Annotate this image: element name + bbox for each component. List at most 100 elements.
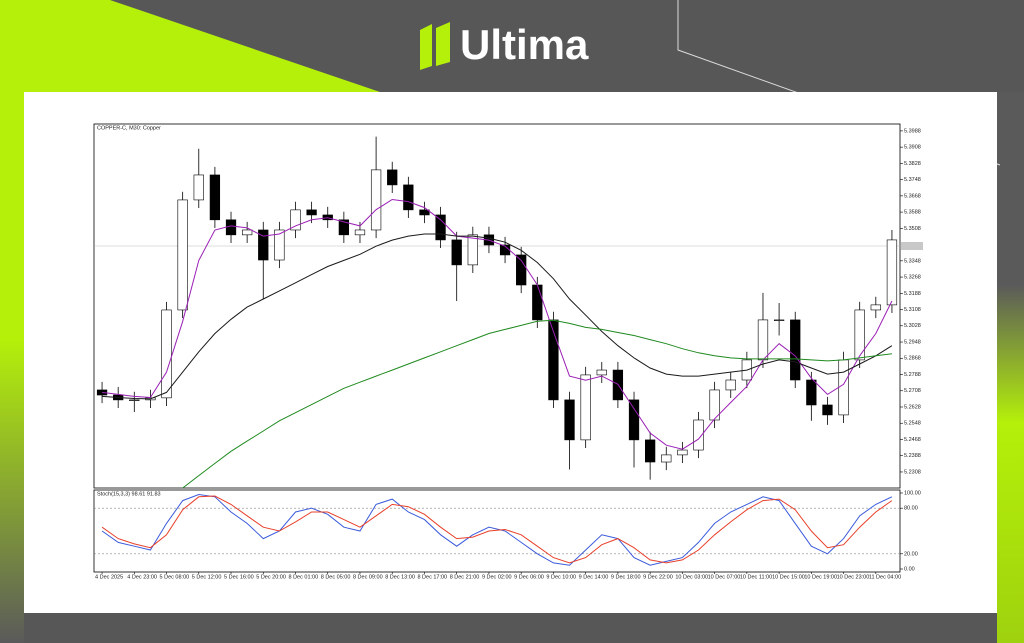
moving-average (182, 319, 892, 489)
candle-body (516, 254, 527, 286)
x-tick-label: 10 Dec 23:00 (837, 574, 870, 580)
candle-body (709, 389, 720, 421)
moving-average (102, 233, 893, 400)
candle-body (564, 399, 575, 441)
candle-body (838, 359, 849, 416)
candle-body (354, 229, 366, 236)
indicator-frame (93, 489, 901, 573)
candle-body (242, 229, 253, 236)
x-tick-label: 8 Dec 21:00 (450, 574, 480, 580)
x-tick-label: 9 Dec 18:00 (611, 574, 641, 580)
x-tick-label: 5 Dec 08:00 (160, 574, 190, 580)
x-tick-label: 5 Dec 16:00 (224, 574, 254, 580)
candle-body (773, 319, 785, 322)
left-accent (0, 92, 24, 643)
candle-body (338, 219, 349, 236)
y-tick-label: 5.3108 (904, 307, 921, 313)
candle-body (419, 209, 430, 216)
candle-body (532, 284, 543, 321)
logo-mark (436, 22, 450, 66)
candle-body (370, 169, 382, 231)
y-tick-label: 5.2708 (904, 388, 921, 394)
x-tick-label: 9 Dec 22:00 (643, 574, 673, 580)
candle-body (451, 239, 462, 266)
y-tick-label: 5.2308 (904, 469, 921, 475)
candle-body (628, 399, 640, 441)
y-tick-label: 5.2868 (904, 356, 921, 362)
candle-body (854, 309, 865, 361)
y-tick-label: 5.3828 (904, 161, 921, 167)
indicator-tick-label: 0.00 (904, 566, 915, 572)
x-tick-label: 9 Dec 10:00 (546, 574, 576, 580)
y-tick-label: 5.3508 (904, 226, 921, 232)
x-tick-label: 8 Dec 17:00 (417, 574, 447, 580)
candle-body (467, 234, 478, 266)
x-tick-label: 4 Dec 23:00 (127, 574, 157, 580)
y-tick-label: 5.3028 (904, 323, 921, 329)
y-tick-label: 5.3668 (904, 193, 921, 199)
candle-body (822, 404, 833, 416)
x-tick-label: 9 Dec 02:00 (482, 574, 512, 580)
top-accent (0, 0, 380, 92)
y-tick-label: 5.3268 (904, 275, 921, 281)
candle-body (274, 229, 285, 261)
x-tick-label: 5 Dec 12:00 (192, 574, 222, 580)
chart-title: COPPER-C, M30: Copper (97, 125, 161, 131)
y-tick-label: 5.3188 (904, 291, 921, 297)
y-tick-label: 5.2468 (904, 437, 921, 443)
candle-body (757, 319, 769, 361)
candle-body (161, 309, 172, 399)
x-tick-label: 9 Dec 06:00 (514, 574, 544, 580)
indicator-title: Stoch(15,3,3) 98.61 91.83 (97, 491, 161, 497)
candle-body (258, 229, 269, 261)
x-tick-label: 9 Dec 14:00 (579, 574, 609, 580)
candle-body (435, 214, 446, 241)
candle-body (306, 209, 317, 216)
last-price-box (901, 242, 923, 251)
x-tick-label: 8 Dec 13:00 (385, 574, 415, 580)
y-tick-label: 5.2548 (904, 421, 921, 427)
candle-body (790, 319, 801, 381)
x-tick-label: 10 Dec 03:00 (675, 574, 708, 580)
logo-text: Ultima (460, 21, 589, 68)
right-accent (997, 92, 1024, 643)
candle-body (645, 439, 656, 463)
x-tick-label: 8 Dec 01:00 (289, 574, 319, 580)
candle-body (580, 374, 591, 441)
candle-body (677, 449, 688, 456)
x-tick-label: 11 Dec 04:00 (869, 574, 901, 580)
y-tick-label: 5.3908 (904, 145, 921, 151)
y-tick-label: 5.3348 (904, 258, 921, 264)
candle-body (225, 219, 237, 236)
y-tick-label: 5.3748 (904, 177, 921, 183)
x-tick-label: 10 Dec 15:00 (772, 574, 805, 580)
y-tick-label: 5.2948 (904, 339, 921, 345)
moving-average (102, 198, 893, 450)
candle-body (870, 304, 881, 311)
candle-body (661, 454, 672, 463)
indicator-tick-label: 20.00 (904, 551, 918, 557)
candle-body (403, 184, 414, 211)
candle-body (193, 174, 204, 201)
stochastic-line (101, 495, 893, 564)
y-tick-label: 5.2388 (904, 453, 921, 459)
stochastic-line (101, 493, 893, 566)
candle-body (177, 199, 188, 311)
candle-body (290, 209, 301, 231)
y-tick-label: 5.3588 (904, 210, 921, 216)
candle-body (387, 169, 398, 186)
candle-body (129, 399, 140, 401)
x-tick-label: 4 Dec 2025 (95, 574, 123, 580)
candle-body (596, 369, 607, 376)
x-tick-label: 8 Dec 09:00 (353, 574, 383, 580)
y-tick-label: 5.2788 (904, 372, 921, 378)
y-tick-label: 5.3988 (904, 128, 921, 134)
candle-body (886, 239, 898, 306)
x-tick-label: 10 Dec 19:00 (804, 574, 837, 580)
candle-body (806, 379, 817, 406)
x-tick-label: 5 Dec 20:00 (256, 574, 286, 580)
x-tick-label: 10 Dec 07:00 (708, 574, 741, 580)
candle-body (725, 379, 736, 391)
